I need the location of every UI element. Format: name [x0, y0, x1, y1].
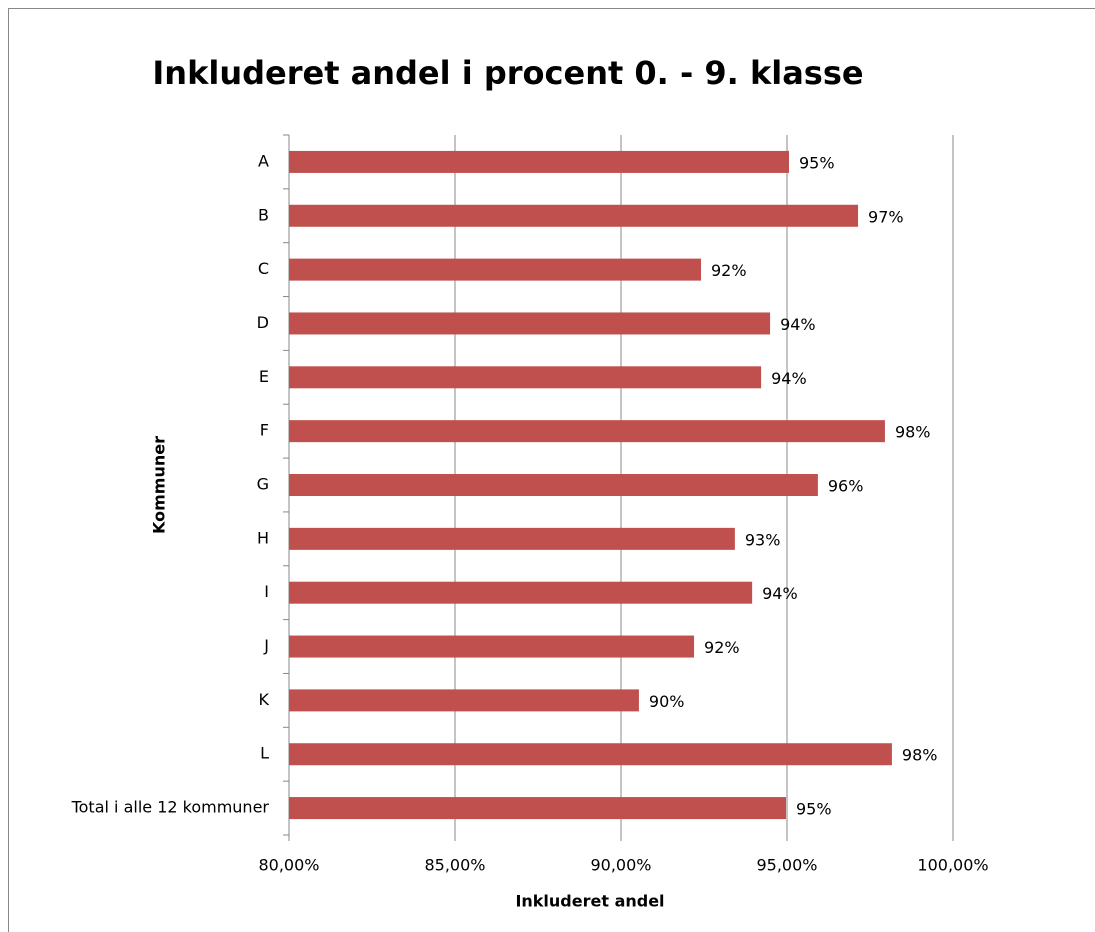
x-tick-label: 90,00% [590, 856, 651, 875]
y-tick-label: E [259, 367, 269, 386]
y-tick-label: Total i alle 12 kommuner [71, 798, 270, 817]
chart-title: Inkluderet andel i procent 0. - 9. klass… [152, 54, 863, 92]
y-tick-label: D [257, 313, 269, 332]
value-label: 94% [762, 584, 798, 603]
value-label: 98% [902, 746, 938, 765]
x-tick-label: 95,00% [756, 856, 817, 875]
value-label: 93% [745, 530, 781, 549]
value-label: 96% [828, 477, 864, 496]
value-label: 97% [868, 207, 904, 226]
bar [289, 258, 702, 281]
bar [289, 797, 787, 820]
x-tick-label: 80,00% [258, 856, 319, 875]
chart-frame [8, 8, 1095, 932]
value-label: 95% [799, 153, 835, 172]
bar [289, 366, 762, 389]
y-tick-label: I [264, 582, 269, 601]
x-tick-label: 85,00% [424, 856, 485, 875]
y-tick-label: L [260, 744, 269, 763]
bar [289, 312, 771, 335]
y-tick-label: F [260, 421, 269, 440]
bar [289, 635, 695, 658]
bar [289, 581, 753, 604]
bar [289, 420, 885, 443]
y-tick-label: A [258, 151, 269, 170]
x-axis-title: Inkluderet andel [515, 892, 664, 911]
x-tick-label: 100,00% [917, 856, 988, 875]
value-label: 92% [704, 638, 740, 657]
bar [289, 204, 859, 227]
bar [289, 474, 818, 496]
value-label: 94% [780, 315, 816, 334]
value-label: 95% [796, 800, 832, 819]
value-label: 92% [711, 261, 747, 280]
y-tick-label: J [263, 636, 269, 655]
bar [289, 743, 892, 766]
y-tick-label: C [258, 259, 269, 278]
bar [289, 527, 735, 550]
y-axis-title: Kommuner [150, 436, 169, 534]
value-label: 98% [895, 423, 931, 442]
y-tick-label: B [258, 205, 269, 224]
y-tick-label: G [257, 475, 269, 494]
y-tick-label: H [257, 528, 269, 547]
value-label: 90% [649, 692, 685, 711]
bar [289, 689, 639, 712]
bar [289, 150, 789, 173]
value-label: 94% [771, 369, 807, 388]
y-tick-label: K [259, 690, 270, 709]
